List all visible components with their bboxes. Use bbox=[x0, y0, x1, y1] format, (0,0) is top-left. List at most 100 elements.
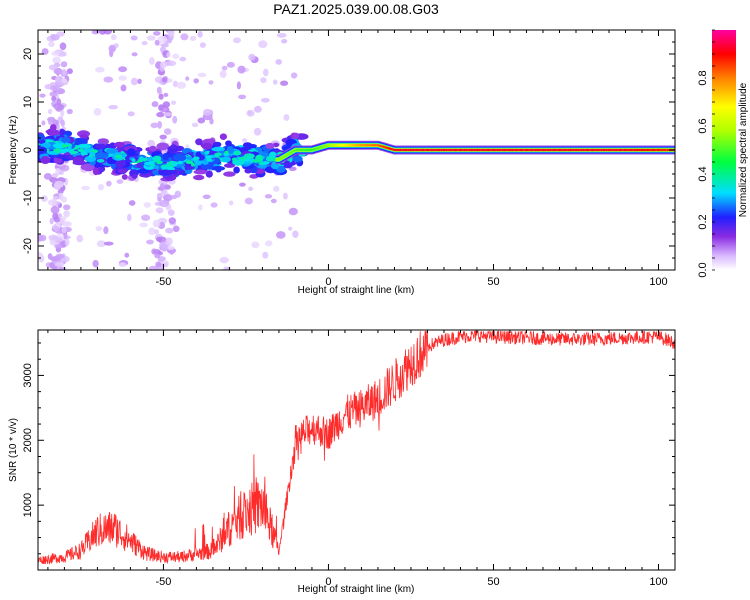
band-blob bbox=[247, 144, 257, 149]
tick-label: 0.8 bbox=[697, 70, 709, 85]
noise-blob bbox=[53, 216, 61, 223]
noise-blob bbox=[137, 78, 142, 85]
noise-blob bbox=[185, 76, 190, 81]
tick-label: 0 bbox=[325, 276, 331, 288]
ridge-core-segment bbox=[280, 156, 283, 160]
colorbar: 0.0 0.2 0.4 0.6 0.8 Normalized spectral ampl… bbox=[697, 29, 749, 278]
noise-blob bbox=[160, 244, 168, 252]
noise-blob bbox=[248, 53, 256, 61]
band-blob bbox=[205, 170, 213, 178]
band-blob bbox=[137, 168, 151, 174]
band-blob bbox=[233, 150, 242, 156]
ridge-spot bbox=[142, 157, 147, 162]
noise-blob bbox=[262, 251, 269, 259]
ridge-core-segment bbox=[281, 155, 285, 159]
band-blob bbox=[131, 173, 138, 179]
noise-blob bbox=[164, 260, 169, 267]
noise-blob bbox=[263, 68, 269, 77]
ridge-spot bbox=[171, 161, 179, 165]
noise-blob bbox=[154, 39, 160, 46]
noise-blob bbox=[60, 119, 65, 127]
noise-blob bbox=[258, 40, 268, 49]
ridge-core-segment bbox=[284, 153, 288, 157]
noise-blob bbox=[92, 259, 99, 268]
noise-blob bbox=[103, 76, 114, 83]
noise-blob bbox=[162, 101, 171, 108]
band-blob bbox=[72, 160, 87, 166]
noise-blob bbox=[43, 173, 53, 180]
noise-blob bbox=[47, 108, 53, 115]
noise-blob bbox=[59, 164, 70, 172]
ridge-spot bbox=[190, 162, 195, 167]
noise-blob bbox=[197, 117, 206, 124]
noise-blob bbox=[52, 56, 61, 64]
noise-blob bbox=[139, 222, 148, 228]
noise-blob bbox=[141, 214, 151, 221]
noise-blob bbox=[130, 77, 138, 86]
ridge-core-segment bbox=[385, 146, 389, 150]
noise-blob bbox=[49, 85, 60, 92]
noise-blob bbox=[288, 166, 297, 171]
noise-blob bbox=[151, 248, 157, 255]
snr-x-axis-label: Height of straight line (km) bbox=[298, 584, 415, 595]
noise-blob bbox=[237, 65, 246, 74]
ridge-spot bbox=[206, 158, 213, 162]
ridge-core-segment bbox=[288, 151, 292, 155]
noise-blob bbox=[238, 94, 247, 100]
noise-blob bbox=[167, 209, 175, 216]
noise-blob bbox=[166, 51, 171, 58]
noise-blob bbox=[51, 173, 59, 178]
tick-label: 1000 bbox=[22, 493, 34, 517]
ridge-spot bbox=[77, 148, 85, 153]
noise-blob bbox=[189, 35, 197, 41]
noise-blob bbox=[210, 202, 218, 208]
noise-blob bbox=[62, 204, 71, 211]
noise-blob bbox=[165, 237, 173, 246]
colorbar-ticks: 0.0 0.2 0.4 0.6 0.8 bbox=[697, 29, 715, 278]
noise-blob bbox=[131, 52, 138, 57]
noise-blob bbox=[172, 53, 180, 59]
noise-blob bbox=[130, 35, 138, 41]
noise-blob bbox=[146, 239, 154, 245]
noise-blob bbox=[156, 86, 162, 94]
noise-blob bbox=[48, 234, 58, 241]
ridge-core-segment bbox=[293, 149, 296, 152]
ridge-core-segment bbox=[319, 146, 323, 149]
noise-blob bbox=[264, 240, 273, 247]
snr-panel: -50 0 50 100 1000 2000 3000 Height of straigh… bbox=[8, 329, 676, 595]
band-blob bbox=[172, 153, 187, 162]
noise-blob bbox=[158, 104, 165, 111]
noise-blob bbox=[61, 78, 68, 83]
band-blob bbox=[211, 166, 226, 171]
noise-blob bbox=[58, 266, 67, 270]
noise-blob bbox=[47, 199, 58, 206]
noise-blob bbox=[106, 180, 112, 187]
noise-blob bbox=[127, 111, 135, 117]
noise-blob bbox=[276, 32, 287, 38]
band-blob bbox=[58, 148, 68, 154]
band-blob bbox=[79, 134, 88, 139]
noise-blob bbox=[38, 234, 44, 242]
ridge-spot bbox=[89, 151, 96, 156]
noise-blob bbox=[47, 117, 54, 126]
noise-blob bbox=[273, 185, 280, 192]
noise-blob bbox=[60, 109, 65, 117]
snr-plot-area bbox=[38, 330, 675, 570]
noise-blob bbox=[160, 61, 168, 68]
noise-blob bbox=[154, 229, 159, 235]
noise-blob bbox=[221, 65, 228, 71]
noise-blob bbox=[108, 105, 118, 110]
noise-blob bbox=[150, 122, 159, 129]
noise-blob bbox=[151, 101, 159, 108]
noise-blob bbox=[60, 61, 68, 68]
spectrogram-x-axis-label: Height of straight line (km) bbox=[298, 285, 415, 296]
noise-blob bbox=[98, 183, 104, 191]
noise-blob bbox=[241, 138, 248, 143]
snr-x-ticks: -50 0 50 100 bbox=[47, 330, 676, 588]
tick-label: -10 bbox=[22, 190, 34, 206]
tick-label: 50 bbox=[487, 276, 499, 288]
band-blob bbox=[257, 164, 267, 169]
tick-label: 0.0 bbox=[697, 262, 709, 277]
noise-blob bbox=[253, 127, 262, 136]
noise-blob bbox=[275, 59, 283, 65]
